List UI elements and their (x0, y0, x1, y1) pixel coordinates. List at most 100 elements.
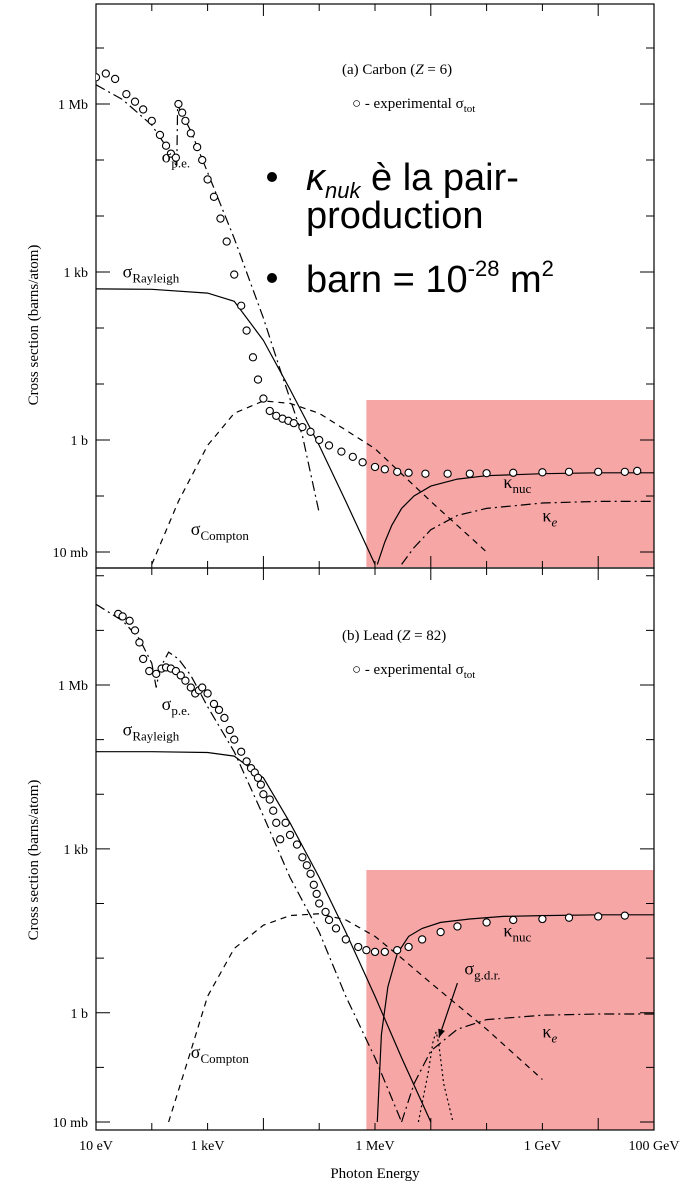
carbon-experimental-point (465, 469, 474, 478)
carbon-experimental-point (216, 214, 225, 223)
carbon-y-tick-label: 1 Mb (58, 98, 88, 113)
carbon-experimental-point (248, 353, 258, 362)
carbon-y-tick-label: 1 b (71, 434, 89, 449)
bullet-1-line2: production (306, 195, 483, 237)
lead-experimental-point (145, 666, 154, 676)
carbon-experimental-point (122, 89, 131, 99)
carbon-experimental-point (110, 74, 120, 84)
carbon-experimental-point (370, 462, 380, 472)
carbon-series-pe-line (96, 84, 320, 514)
lead-curve-label: σg.d.r. (464, 959, 500, 983)
carbon-experimental-point (193, 142, 202, 152)
lead-experimental-point (242, 757, 251, 766)
bullet-list: κnuk è la pair- production barn = 10-28 … (267, 157, 554, 301)
lead-experimental-point (125, 616, 134, 625)
lead-experimental-point (285, 830, 295, 840)
lead-experimental-point (292, 840, 302, 849)
x-tick-label: 10 eV (79, 1139, 113, 1154)
carbon-experimental-point (139, 105, 148, 114)
lead-panel: 1 Mb 1 kb 1 b 10 mb 10 eV 1 keV 1 MeV 1 GeV 100 … (53, 567, 680, 1154)
carbon-experimental-point (222, 237, 231, 246)
lead-experimental-point (198, 683, 207, 692)
lead-experimental-point (209, 699, 219, 709)
carbon-experimental-point (237, 301, 246, 310)
lead-experimental-point (259, 790, 268, 799)
carbon-experimental-point (421, 469, 430, 478)
carbon-experimental-point (289, 418, 298, 428)
bullet-2: barn = 10-28 m2 (306, 256, 554, 301)
carbon-title: (a) Carbon (Z = 6) (342, 62, 452, 78)
lead-y-tick-label: 1 b (71, 1007, 89, 1022)
lead-y-tick-label: 1 kb (64, 843, 89, 858)
carbon-experimental-point (324, 441, 334, 450)
lead-experimental-point (380, 947, 389, 957)
lead-curve-label: σCompton (191, 1042, 250, 1066)
lead-experimental-point (362, 945, 371, 955)
lead-experimental-point (130, 626, 140, 635)
gdr-arrow-head (438, 1028, 445, 1038)
carbon-experimental-point (147, 116, 156, 126)
carbon-experimental-point (230, 270, 239, 279)
bullet-1: κnuk è la pair- (306, 157, 519, 203)
lead-experimental-point (354, 942, 363, 952)
carbon-series-compton-line (151, 400, 488, 565)
lead-experimental-point (482, 918, 491, 927)
x-tick-label: 1 MeV (355, 1139, 394, 1154)
carbon-experimental-point (96, 73, 101, 82)
carbon-experimental-point (171, 153, 181, 162)
carbon-experimental-point (594, 467, 603, 476)
carbon-experimental-point (198, 155, 207, 165)
lead-experimental-point (135, 638, 144, 647)
lead-experimental-point (620, 911, 629, 920)
lead-experimental-point (269, 806, 278, 815)
carbon-series-nuc-line (376, 472, 654, 565)
carbon-experimental-point (306, 427, 315, 436)
carbon-experimental-point (161, 141, 171, 150)
lead-experimental-point (298, 853, 307, 862)
lead-experimental-point (436, 927, 445, 937)
lead-experimental-point (370, 947, 380, 957)
lead-curve-label: σp.e. (162, 694, 190, 718)
carbon-y-axis-label: Cross section (barns/atom) (26, 245, 42, 406)
carbon-experimental-point (620, 467, 629, 476)
carbon-curve-label: σp.e. (162, 147, 190, 171)
carbon-experimental-point (186, 129, 195, 138)
lead-experimental-point (118, 612, 127, 621)
carbon-experimental-point (209, 192, 219, 201)
x-tick-label: 100 GeV (629, 1139, 680, 1154)
carbon-experimental-point (265, 406, 274, 416)
lead-y-tick-label: 1 Mb (58, 679, 88, 694)
bullet-dot-2 (267, 273, 277, 283)
carbon-highlight-region (366, 400, 654, 567)
lead-experimental-point (139, 654, 148, 664)
lead-experimental-point (594, 912, 603, 921)
carbon-experimental-point (380, 465, 389, 474)
carbon-experimental-point (315, 435, 324, 445)
x-tick-label: 1 keV (191, 1139, 225, 1154)
carbon-experimental-point (181, 116, 190, 126)
lead-series-pe-line (96, 603, 403, 1123)
lead-experimental-point (276, 835, 285, 844)
lead-experimental-point (404, 942, 413, 952)
lead-experimental-point (203, 689, 212, 698)
lead-experimental-point (453, 922, 462, 931)
lead-curve-label: κe (542, 1022, 557, 1046)
lead-experimental-point (281, 818, 290, 827)
carbon-experimental-point (253, 375, 263, 384)
carbon-series-rayleigh-line (96, 288, 376, 565)
lead-experimental-point (509, 915, 518, 925)
lead-y-tick-label: 10 mb (53, 1116, 88, 1131)
lead-experimental-point (309, 880, 318, 889)
carbon-experimental-point (130, 97, 140, 106)
carbon-experimental-point (358, 458, 367, 467)
carbon-experimental-point (564, 467, 574, 476)
carbon-legend: ○ - experimental σtot (352, 96, 475, 115)
lead-experimental-point (176, 671, 185, 680)
lead-experimental-point (564, 913, 574, 922)
lead-experimental-point (302, 861, 311, 870)
bullet-dot-1 (267, 172, 277, 182)
lead-experimental-point (312, 889, 321, 899)
lead-experimental-point (186, 683, 195, 692)
carbon-panel: 1 Mb 1 kb 1 b 10 mb σp.e. σRayleigh σCompton κn… (53, 3, 655, 569)
